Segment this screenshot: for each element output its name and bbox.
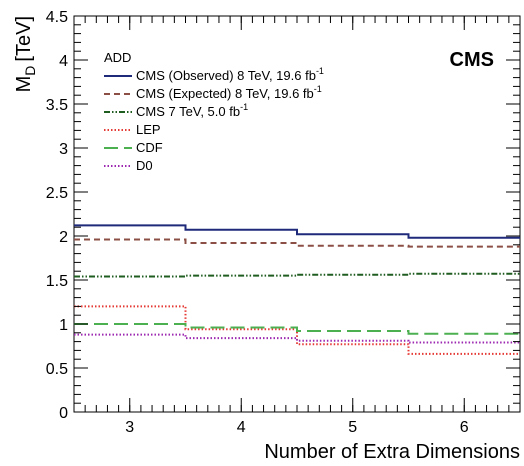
legend-header: ADD [104,50,131,65]
y-axis-title: MD[TeV] [13,16,38,92]
x-tick-label: 4 [237,419,246,436]
y-tick-label: 1 [59,317,68,334]
series-line-6 [74,333,520,344]
y-tick-label: 0.5 [46,361,68,378]
x-tick-label: 3 [125,419,134,436]
y-tick-label: 3.5 [46,97,68,114]
series-line-4 [74,305,520,355]
y-tick-label: 2 [59,229,68,246]
x-tick-label: 5 [348,419,357,436]
legend-label-2: CMS (Expected) 8 TeV, 19.6 fb-1 [136,84,322,101]
legend-label-4: LEP [136,122,161,137]
y-tick-label: 4.5 [46,9,68,26]
series-line-3 [74,272,520,278]
y-tick-label: 0 [59,405,68,422]
legend-label-3: CMS 7 TeV, 5.0 fb-1 [136,102,248,119]
y-tick-label: 2.5 [46,185,68,202]
legend-label-1: CMS (Observed) 8 TeV, 19.6 fb-1 [136,66,324,83]
x-axis-title: Number of Extra Dimensions [264,441,520,463]
y-tick-label: 3 [59,141,68,158]
legend-label-6: D0 [136,158,153,173]
series-line-5 [74,323,520,335]
experiment-label: CMS [450,49,494,71]
series-line-1 [74,224,520,239]
y-tick-label: 4 [59,53,68,70]
y-tick-label: 1.5 [46,273,68,290]
legend-label-5: CDF [136,140,163,155]
series-line-2 [74,238,520,248]
x-tick-label: 6 [460,419,469,436]
